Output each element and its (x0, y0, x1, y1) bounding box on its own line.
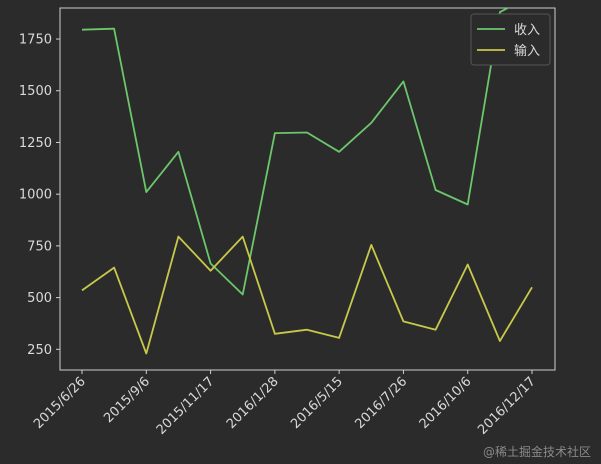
y-tick-label: 1500 (19, 84, 52, 99)
x-tick-label: 2016/5/15 (288, 374, 346, 432)
x-tick-label: 2016/7/26 (353, 374, 411, 432)
y-axis: 250 500 750 1000 1250 1500 1750 (19, 33, 60, 358)
series-layer (81, 8, 533, 355)
x-tick-label: 2016/10/6 (417, 374, 475, 432)
x-axis: 2015/6/26 2015/9/6 2015/11/17 2016/1/28 2016… (31, 370, 539, 438)
y-tick-label: 750 (27, 239, 52, 254)
y-tick-label: 250 (27, 343, 52, 358)
legend-label: 输入 (514, 43, 540, 59)
x-tick-label: 2015/6/26 (31, 374, 89, 432)
y-tick-label: 500 (27, 291, 52, 306)
legend-label: 收入 (514, 23, 540, 38)
x-tick-label: 2016/12/17 (475, 374, 539, 438)
x-tick-label: 2016/1/28 (224, 374, 282, 432)
series-line-2 (81, 235, 533, 355)
y-tick-label: 1000 (19, 188, 52, 203)
series-line-1 (81, 8, 510, 296)
x-tick-label: 2015/9/6 (101, 374, 153, 426)
legend-box (470, 13, 551, 66)
y-tick-label: 1750 (19, 33, 52, 48)
plot-area-frame (59, 7, 556, 371)
y-tick-label: 1250 (19, 136, 52, 151)
watermark: @稀土掘金技术社区 (482, 445, 591, 459)
x-tick-label: 2015/11/17 (154, 374, 218, 438)
